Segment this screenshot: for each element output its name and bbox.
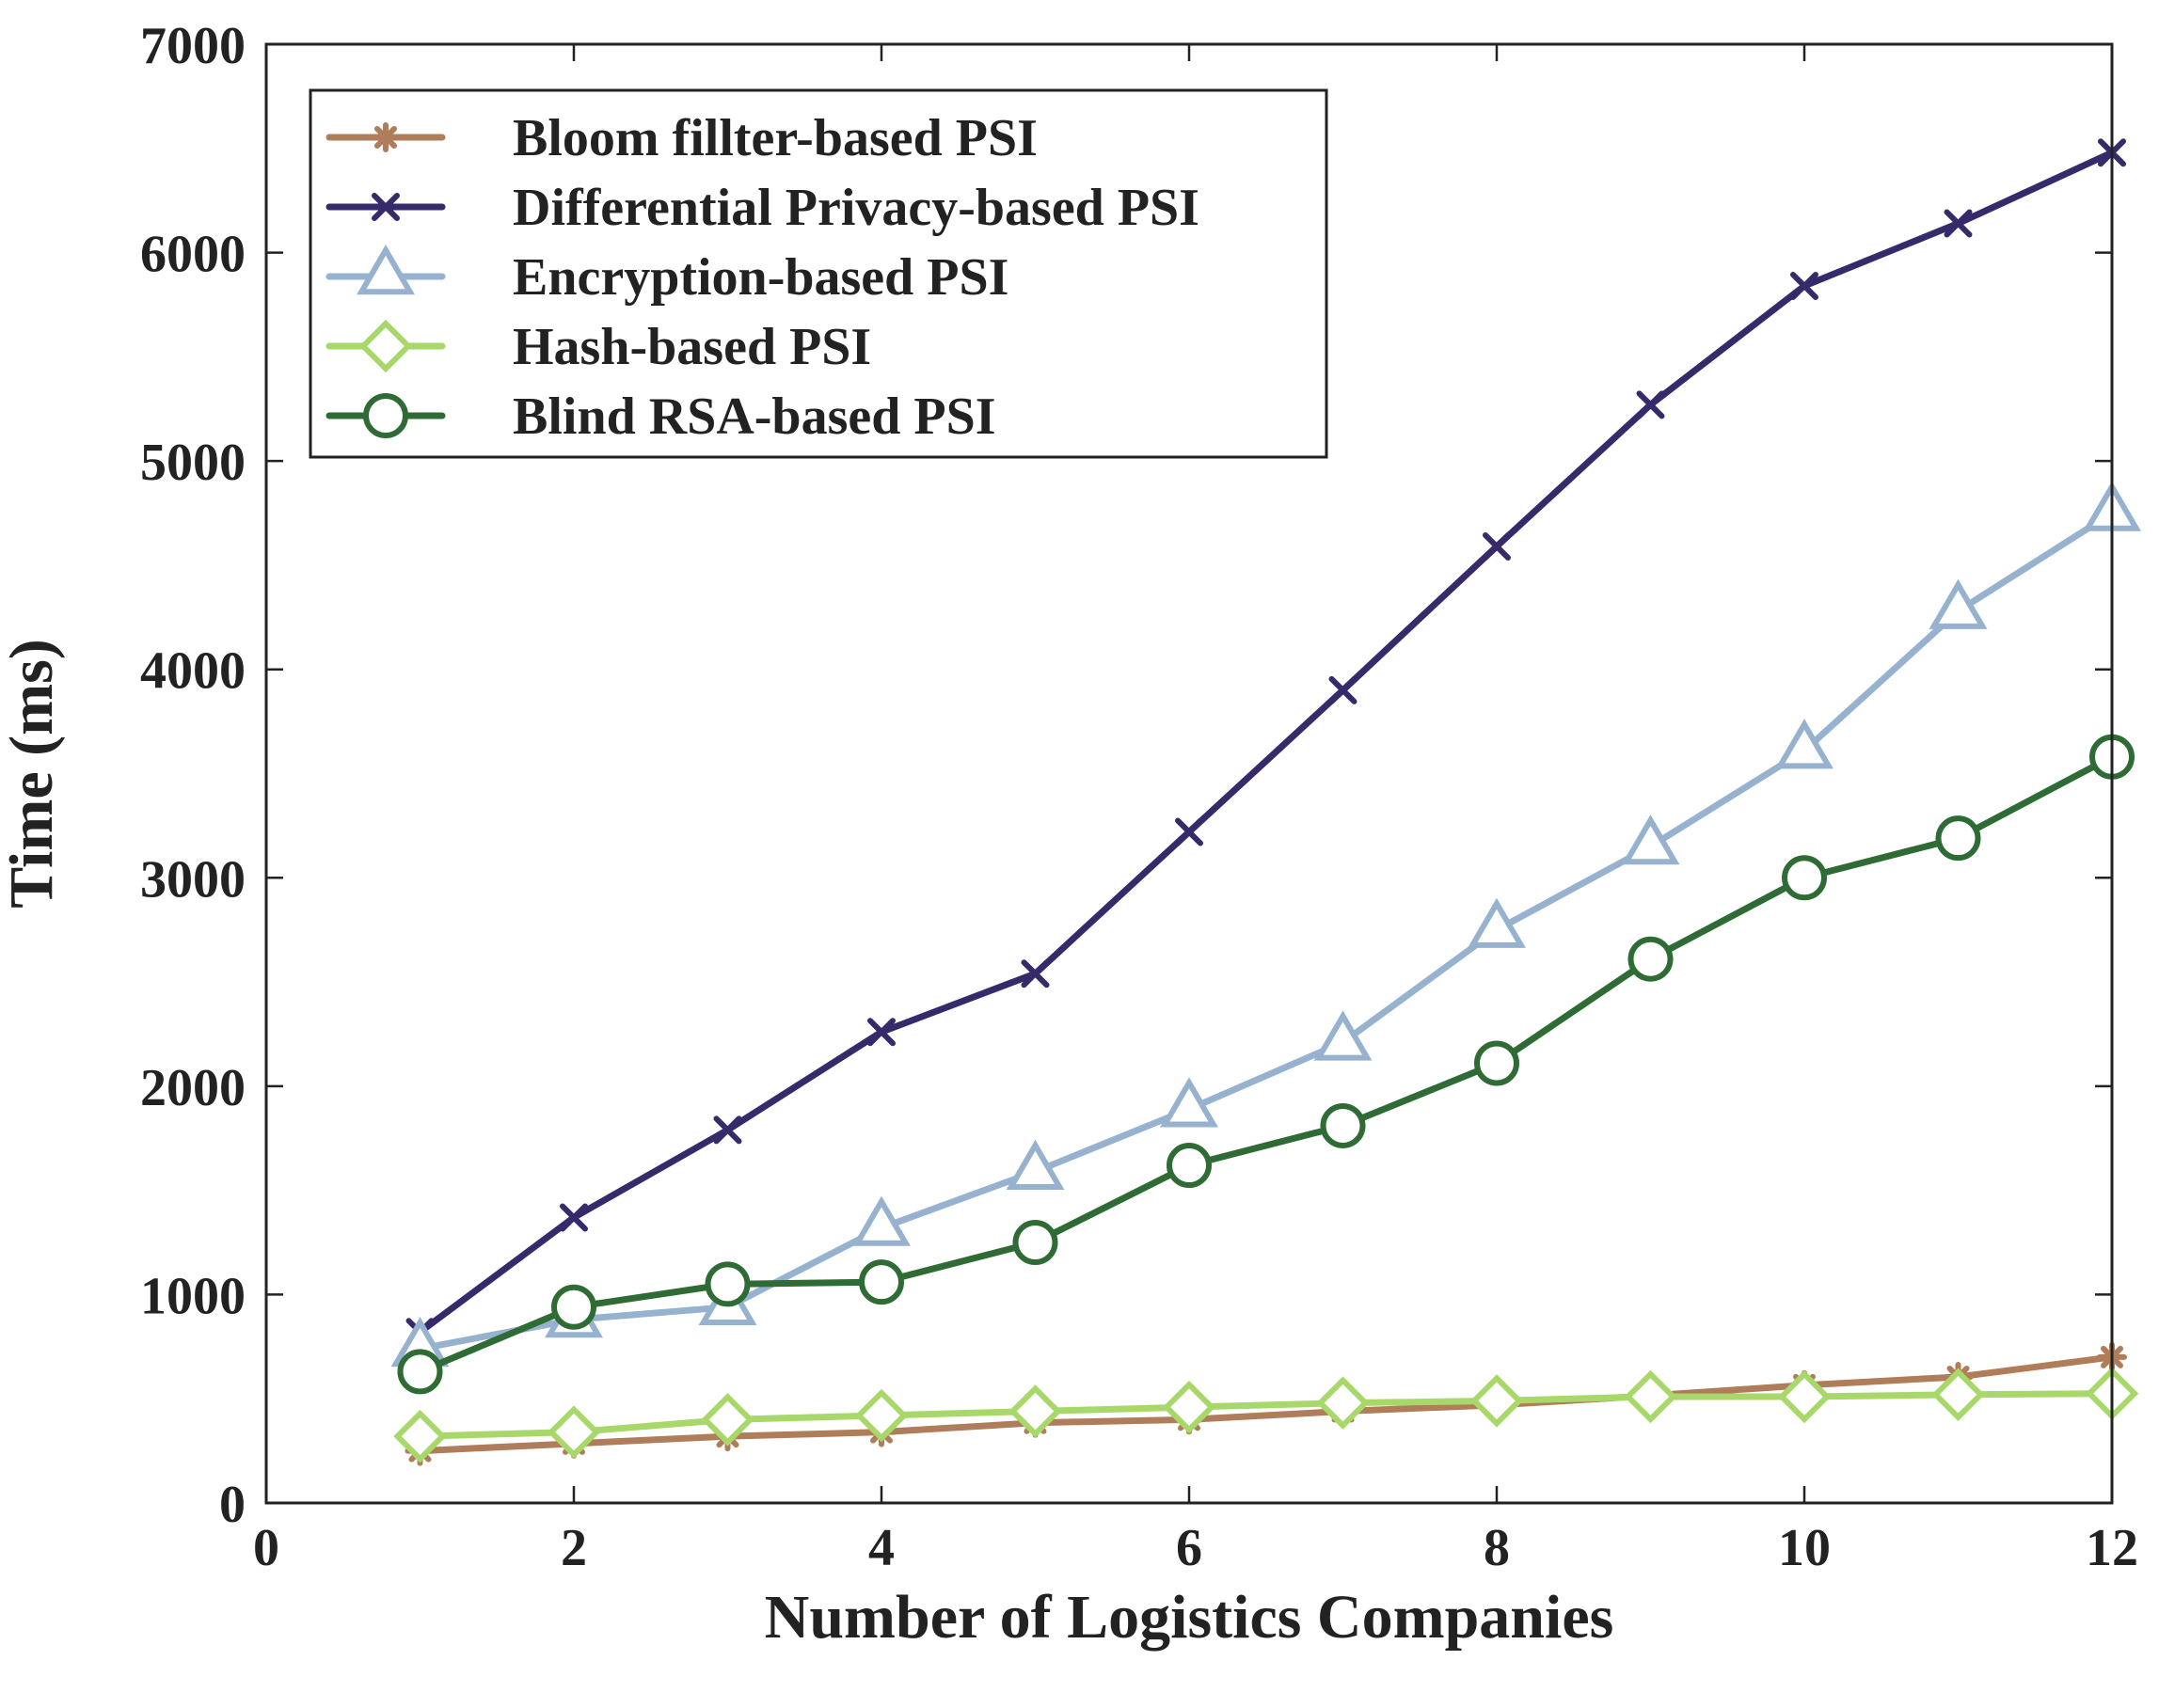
data-point-encryption-based-psi-5 xyxy=(1006,1139,1065,1190)
data-point-hash-based-psi-8 xyxy=(1469,1374,1524,1428)
legend-marker xyxy=(372,193,400,221)
axes-layer: 0 2 4 6 8 10 12 0 1000 2000 3000 4000 5000 6000 7000 xyxy=(140,17,2138,1577)
legend-label: Blind RSA-based PSI xyxy=(513,387,996,446)
data-point-blind-rsa-based-psi-1 xyxy=(397,1349,443,1395)
data-point-blind-rsa-based-psi-6 xyxy=(1167,1143,1212,1189)
legend-item-differential-privacy-based-psi: Differential Privacy-based PSI xyxy=(325,179,1199,237)
data-point-encryption-based-psi-4 xyxy=(852,1195,911,1246)
data-point-differential-privacy-based-psi-8 xyxy=(1483,531,1511,561)
x-tick-label: 4 xyxy=(868,1519,895,1577)
data-point-encryption-based-psi-11 xyxy=(1929,578,1988,629)
legend-item-bloom-fillter-based-psi: Bloom fillter-based PSI xyxy=(325,109,1038,167)
data-point-differential-privacy-based-psi-4 xyxy=(867,1018,896,1047)
series-line-bloom-fillter-based-psi xyxy=(417,1353,2116,1455)
data-point-blind-rsa-based-psi-9 xyxy=(1627,936,1674,982)
data-point-blind-rsa-based-psi-10 xyxy=(1782,855,1827,901)
data-point-encryption-based-psi-7 xyxy=(1313,1010,1373,1061)
data-point-differential-privacy-based-psi-3 xyxy=(713,1115,742,1145)
x-tick-label: 0 xyxy=(253,1519,279,1577)
y-tick-label: 7000 xyxy=(140,17,246,75)
data-point-blind-rsa-based-psi-3 xyxy=(705,1261,751,1307)
data-point-differential-privacy-based-psi-9 xyxy=(1636,390,1665,419)
data-point-encryption-based-psi-10 xyxy=(1775,719,1834,769)
data-point-differential-privacy-based-psi-7 xyxy=(1328,675,1357,704)
y-axis-label: Time (ms) xyxy=(0,639,66,909)
legend-box xyxy=(309,88,1328,459)
data-point-hash-based-psi-9 xyxy=(1624,1369,1677,1424)
series-line-blind-rsa-based-psi xyxy=(417,753,2116,1375)
legend-marker xyxy=(358,319,413,373)
x-tick-label: 12 xyxy=(2086,1519,2138,1577)
legend-item-hash-based-psi: Hash-based PSI xyxy=(325,318,871,376)
series-differential-privacy-based-psi xyxy=(405,138,2126,1347)
data-point-encryption-based-psi-9 xyxy=(1621,814,1680,865)
data-point-hash-based-psi-1 xyxy=(393,1409,447,1463)
data-point-hash-based-psi-3 xyxy=(701,1393,754,1447)
y-tick-label: 4000 xyxy=(140,642,246,701)
data-point-differential-privacy-based-psi-6 xyxy=(1175,817,1203,846)
legend-label: Hash-based PSI xyxy=(513,318,871,376)
legend-label: Bloom fillter-based PSI xyxy=(513,109,1038,167)
series-line-differential-privacy-based-psi xyxy=(417,149,2116,1336)
data-point-hash-based-psi-2 xyxy=(547,1405,601,1459)
data-point-differential-privacy-based-psi-10 xyxy=(1790,272,1818,301)
y-tick-label: 6000 xyxy=(140,226,246,284)
data-point-hash-based-psi-7 xyxy=(1316,1376,1370,1430)
x-tick-label: 8 xyxy=(1484,1519,1510,1577)
data-point-encryption-based-psi-6 xyxy=(1160,1077,1218,1128)
legend-item-encryption-based-psi: Encryption-based PSI xyxy=(325,245,1008,307)
data-point-hash-based-psi-11 xyxy=(1931,1368,1985,1422)
x-tick-label: 6 xyxy=(1176,1519,1202,1577)
y-tick-label: 5000 xyxy=(140,434,246,492)
data-point-differential-privacy-based-psi-5 xyxy=(1021,959,1050,988)
legend-marker xyxy=(363,393,408,438)
legend-marker xyxy=(371,122,401,152)
data-point-blind-rsa-based-psi-4 xyxy=(859,1259,904,1305)
data-point-encryption-based-psi-8 xyxy=(1468,897,1526,948)
data-point-blind-rsa-based-psi-5 xyxy=(1012,1220,1058,1266)
y-tick-label: 1000 xyxy=(140,1267,246,1325)
legend-label: Differential Privacy-based PSI xyxy=(513,179,1199,237)
legend-marker xyxy=(357,245,415,295)
data-point-hash-based-psi-5 xyxy=(1008,1384,1062,1438)
y-tick-label: 0 xyxy=(219,1476,246,1534)
data-point-hash-based-psi-4 xyxy=(854,1388,909,1443)
x-axis-label: Number of Logistics Companies xyxy=(765,1583,1614,1652)
data-point-hash-based-psi-6 xyxy=(1162,1380,1216,1434)
series-encryption-based-psi xyxy=(390,481,2141,1368)
data-point-differential-privacy-based-psi-2 xyxy=(560,1203,588,1232)
y-tick-label: 3000 xyxy=(140,850,246,909)
series-line-encryption-based-psi xyxy=(417,510,2116,1352)
x-tick-label: 10 xyxy=(1778,1519,1831,1577)
data-point-blind-rsa-based-psi-7 xyxy=(1320,1102,1366,1148)
data-point-differential-privacy-based-psi-11 xyxy=(1944,209,1973,238)
series-layer xyxy=(390,138,2141,1466)
data-point-hash-based-psi-10 xyxy=(1777,1369,1832,1424)
x-tick-label: 2 xyxy=(561,1519,587,1577)
legend-label: Encryption-based PSI xyxy=(513,248,1008,307)
data-point-blind-rsa-based-psi-11 xyxy=(1935,815,1981,862)
data-point-blind-rsa-based-psi-8 xyxy=(1474,1040,1519,1086)
legend: Bloom fillter-based PSI Differential Priv… xyxy=(309,88,1328,459)
y-tick-label: 2000 xyxy=(140,1059,246,1117)
legend-item-blind-rsa-based-psi: Blind RSA-based PSI xyxy=(325,387,996,446)
data-point-blind-rsa-based-psi-2 xyxy=(551,1284,596,1330)
